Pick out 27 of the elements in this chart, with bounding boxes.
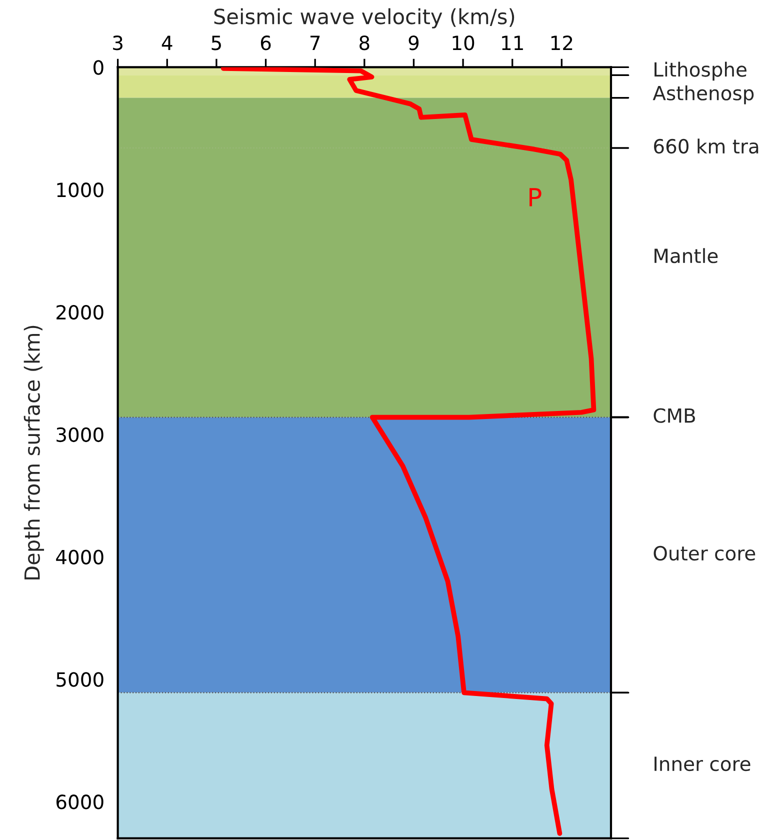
x-tick-label: 5: [212, 36, 221, 50]
y-tick-label: 1000: [57, 182, 104, 198]
x-axis-title: Seismic wave velocity (km/s): [214, 8, 514, 28]
band-label: Outer core: [654, 546, 756, 561]
ref-line-label: 660 km tra: [654, 138, 758, 154]
y-tick-label: 5000: [56, 672, 104, 687]
y-tick-label: 2000: [56, 304, 104, 320]
band-label: Asthenosp: [652, 85, 754, 104]
x-tick-label: 9: [408, 36, 419, 50]
band-label: Inner core: [654, 756, 750, 772]
y-tick-label: 4000: [56, 550, 104, 564]
y-tick-label: 0: [94, 60, 104, 75]
x-tick-label: 6: [260, 36, 271, 50]
y-axis-title: Depth from surface (km): [24, 326, 44, 580]
x-tick-label: 11: [502, 36, 523, 50]
x-tick-label: 4: [162, 36, 172, 50]
x-tick-label: 10: [452, 36, 474, 50]
y-tick-label: 6000: [56, 794, 104, 810]
band-label: Lithosphe: [654, 62, 746, 81]
x-tick-label: 3: [113, 36, 122, 50]
ref-line-label: CMB: [654, 408, 695, 423]
x-tick-label: 8: [360, 36, 370, 50]
x-tick-label: 7: [310, 36, 320, 50]
x-tick-label: 12: [551, 36, 572, 50]
annotation: P: [530, 188, 542, 206]
y-tick-label: 3000: [56, 427, 104, 442]
band-label: Mantle: [654, 248, 718, 264]
